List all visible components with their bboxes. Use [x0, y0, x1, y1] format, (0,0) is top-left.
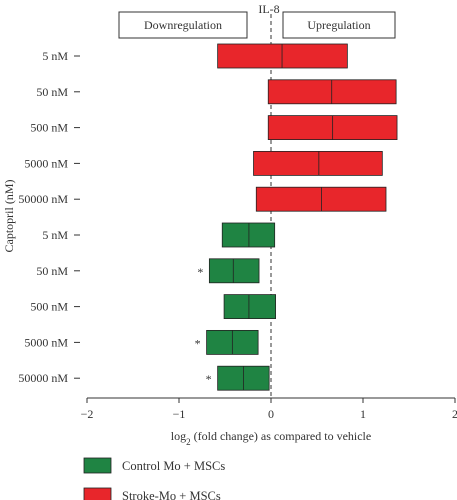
- range-bar: [255, 186, 387, 212]
- y-category-label: 5000 nM: [24, 335, 68, 349]
- x-axis-title: log2 (fold change) as compared to vehicl…: [171, 429, 371, 447]
- y-category-label: 50 nM: [36, 264, 68, 278]
- y-category-label: 500 nM: [30, 121, 68, 135]
- legend-swatch: [83, 487, 112, 500]
- y-category-label: 5 nM: [42, 228, 68, 242]
- upregulation-label: Upregulation: [307, 18, 370, 32]
- y-category-label: 500 nM: [30, 300, 68, 314]
- y-axis-title: Captopril (nM): [2, 180, 16, 253]
- y-category-label: 5 nM: [42, 49, 68, 63]
- x-tick-label: 0: [268, 407, 274, 421]
- axis-ticks-layer: −2 −1 0 1 2: [81, 398, 457, 421]
- y-category-label: 50000 nM: [18, 371, 68, 385]
- range-bars-layer: 5 nM 50 nM 500 nM 5000 nM 50000 nM 5 nM 50 nM *…: [18, 43, 398, 391]
- significance-marker: *: [195, 336, 201, 350]
- range-bar: [267, 79, 397, 105]
- significance-marker: *: [206, 372, 212, 386]
- range-bar: [253, 150, 383, 176]
- range-bar: [208, 258, 260, 284]
- x-tick-label: −1: [173, 407, 186, 421]
- chart-title: IL-8: [258, 2, 279, 16]
- legend: Control Mo + MSCs Stroke-Mo + MSCs: [83, 457, 225, 500]
- legend-label: Stroke-Mo + MSCs: [122, 489, 221, 500]
- y-category-label: 5000 nM: [24, 156, 68, 170]
- x-tick-label: 1: [360, 407, 366, 421]
- significance-marker: *: [197, 265, 203, 279]
- downregulation-box: [118, 11, 248, 39]
- upregulation-box: [282, 11, 396, 39]
- annotation-layer: Downregulation Upregulation IL-8: [118, 2, 396, 39]
- y-category-label: 50 nM: [36, 85, 68, 99]
- x-tick-label: −2: [81, 407, 94, 421]
- legend-swatch: [83, 457, 112, 474]
- x-tick-label: 2: [452, 407, 457, 421]
- range-bar: [221, 222, 276, 248]
- range-bar: [217, 43, 348, 69]
- downregulation-label: Downregulation: [144, 18, 222, 32]
- range-bar: [223, 294, 277, 320]
- legend-label: Control Mo + MSCs: [122, 459, 225, 473]
- y-category-label: 50000 nM: [18, 192, 68, 206]
